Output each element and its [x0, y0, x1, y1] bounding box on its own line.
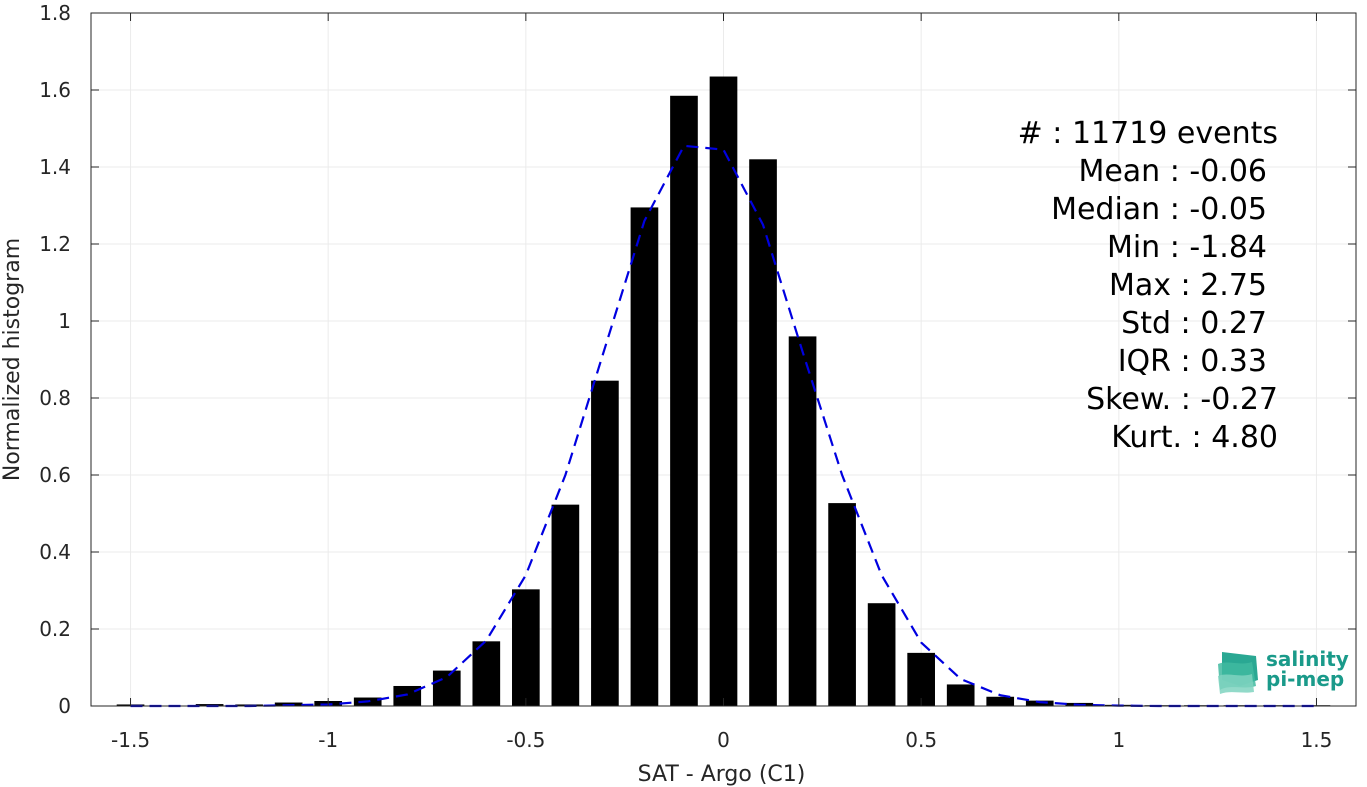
stat-kurt: Kurt. : 4.80: [1111, 420, 1278, 455]
y-tick-label-4: 0.8: [39, 386, 71, 410]
histogram-bar-16: [788, 336, 817, 706]
x-tick-label-5: 1: [1112, 728, 1125, 752]
histogram-bar-9: [512, 589, 540, 706]
logo-line2: pi-mep: [1266, 667, 1344, 691]
histogram-bar-17: [828, 503, 856, 706]
y-tick-label-8: 1.6: [39, 78, 71, 102]
stat-mean: Mean : -0.06: [1078, 154, 1267, 189]
y-tick-label-3: 0.6: [39, 463, 71, 487]
logo-line1: salinity: [1266, 647, 1349, 671]
stat-median: Median : -0.05: [1051, 192, 1267, 227]
histogram-bars: [116, 76, 1331, 707]
statistics-annotation: # : 11719 events Mean : -0.06 Median : -…: [1018, 116, 1278, 455]
x-tick-label-1: -1: [318, 728, 338, 752]
stat-std: Std : 0.27: [1121, 306, 1267, 341]
histogram-bar-14: [709, 76, 738, 706]
histogram-bar-22: [1025, 700, 1054, 706]
histogram-bar-20: [946, 684, 975, 706]
wave-logo-icon: [1218, 652, 1258, 694]
stat-count: # : 11719 events: [1018, 116, 1278, 151]
stat-skew: Skew. : -0.27: [1086, 382, 1278, 417]
histogram-bar-19: [907, 652, 935, 706]
y-tick-label-2: 0.4: [39, 540, 71, 564]
stat-min: Min : -1.84: [1107, 230, 1267, 265]
stat-max: Max : 2.75: [1109, 268, 1267, 303]
x-tick-label-6: 1.5: [1301, 728, 1333, 752]
salinity-pi-mep-logo: salinity pi-mep: [1218, 647, 1349, 694]
y-tick-label-7: 1.4: [39, 155, 71, 179]
stat-iqr: IQR : 0.33: [1118, 344, 1267, 379]
histogram-bar-7: [432, 670, 461, 706]
y-tick-label-6: 1.2: [39, 232, 71, 256]
y-axis-ticks: 0 0.2 0.4 0.6 0.8 1 1.2 1.4 1.6 1.8: [39, 1, 1356, 718]
histogram-bar-15: [749, 159, 777, 707]
histogram-bar-13: [670, 95, 698, 706]
y-tick-label-1: 0.2: [39, 617, 71, 641]
y-axis-label: Normalized histogram: [0, 238, 25, 481]
x-axis-label: SAT - Argo (C1): [638, 762, 806, 787]
y-tick-label-5: 1: [58, 309, 71, 333]
x-tick-label-2: -0.5: [506, 728, 545, 752]
histogram-bar-10: [551, 504, 580, 706]
y-tick-label-0: 0: [58, 694, 71, 718]
x-axis-ticks: -1.5 -1 -0.5 0 0.5 1 1.5: [111, 13, 1332, 752]
histogram-bar-11: [591, 380, 619, 706]
x-tick-label-0: -1.5: [111, 728, 150, 752]
histogram-bar-12: [630, 207, 659, 707]
x-tick-label-4: 0.5: [905, 728, 937, 752]
histogram-bar-8: [472, 641, 501, 706]
histogram-bar-18: [867, 603, 896, 706]
y-tick-label-9: 1.8: [39, 1, 71, 25]
histogram-bar-21: [986, 696, 1015, 706]
x-tick-label-3: 0: [717, 728, 730, 752]
